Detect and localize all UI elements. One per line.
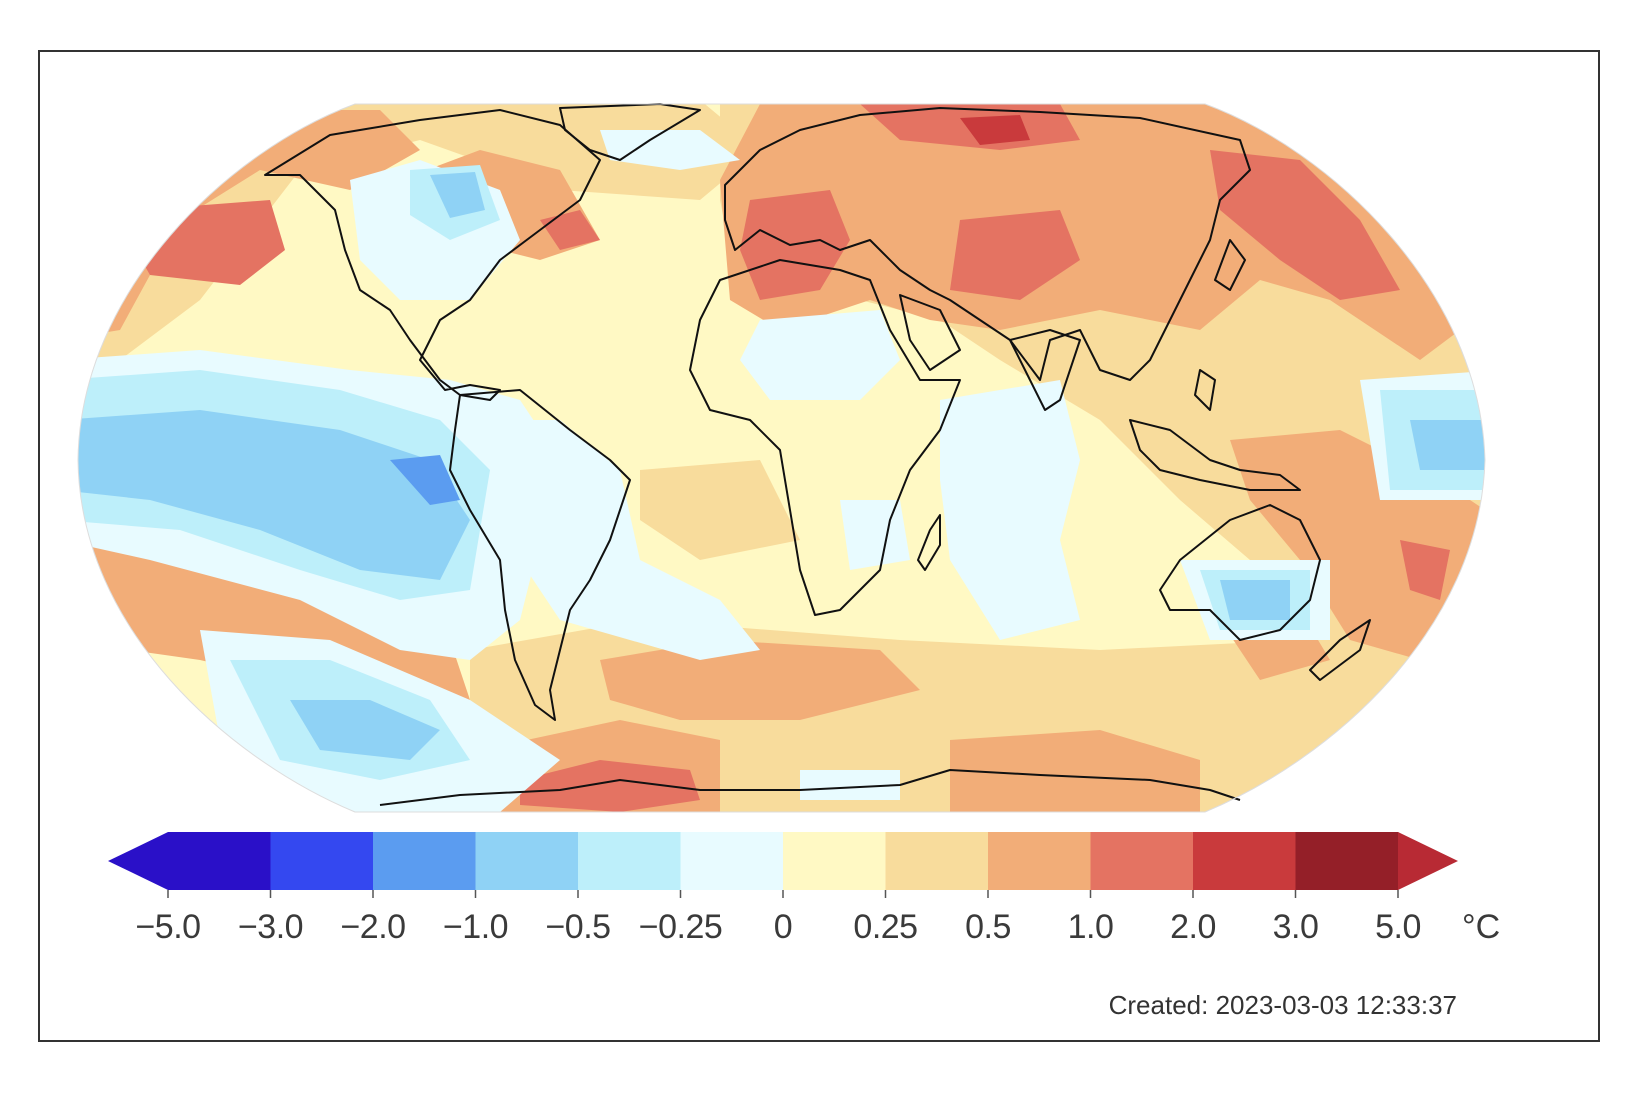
coastline-japan: [1214, 239, 1246, 291]
globe-outline: [77, 103, 1486, 813]
colorbar-tick-label: 2.0: [1170, 908, 1216, 946]
colorbar-tick-label: 1.0: [1067, 908, 1114, 946]
colorbar-under-arrow: [108, 832, 168, 890]
coastline-india: [1009, 329, 1081, 411]
colorbar-tick-label: −5.0: [135, 908, 201, 946]
colorbar-bin-10: [1090, 832, 1194, 890]
colorbar-tick-label: −2.0: [340, 908, 406, 946]
coastline-madagascar: [917, 514, 941, 571]
colorbar-bin-3: [373, 832, 476, 890]
colorbar-bin-6: [680, 832, 784, 890]
coastline-eurasia: [724, 107, 1251, 381]
colorbar-tick-label: 5.0: [1375, 908, 1421, 946]
colorbar-bin-2: [270, 832, 374, 890]
coastline-africa: [689, 259, 961, 616]
colorbar-tick-label: 0: [773, 908, 793, 946]
colorbar-bin-11: [1193, 832, 1296, 890]
colorbar-bin-8: [885, 832, 989, 890]
coastline-antarctica: [379, 769, 1241, 806]
coastline-new-zealand: [1309, 619, 1371, 681]
coastline-philippines: [1194, 369, 1216, 411]
coastlines: [264, 103, 1371, 806]
colorbar-tick-label: −3.0: [237, 908, 304, 946]
coastline-north-america: [264, 109, 601, 401]
coastline-australia: [1159, 504, 1321, 641]
colorbar-bin-9: [988, 832, 1091, 890]
colorbar-tick-label: −0.5: [545, 908, 611, 946]
coastline-arabia: [899, 294, 961, 371]
coastline-indonesia: [1129, 419, 1301, 491]
coastline-south-america: [449, 389, 631, 721]
colorbar-tick-label: 3.0: [1272, 908, 1319, 946]
colorbar-over-arrow: [1398, 832, 1458, 890]
coastline-greenland: [559, 103, 701, 161]
colorbar-tick-label: −0.25: [638, 908, 723, 946]
colorbar-tick-label: 0.25: [853, 908, 918, 946]
colorbar-tick-label: −1.0: [442, 908, 509, 946]
colorbar-bin-12: [1295, 832, 1399, 890]
colorbar-tick-label: 0.5: [965, 908, 1011, 946]
colorbar-unit-label: °C: [1462, 908, 1501, 946]
colorbar-bin-5: [578, 832, 681, 890]
colorbar-bin-7: [783, 832, 886, 890]
colorbar-bin-1: [168, 832, 271, 890]
created-timestamp: Created: 2023-03-03 12:33:37: [1108, 990, 1457, 1020]
colorbar-bin-4: [475, 832, 579, 890]
